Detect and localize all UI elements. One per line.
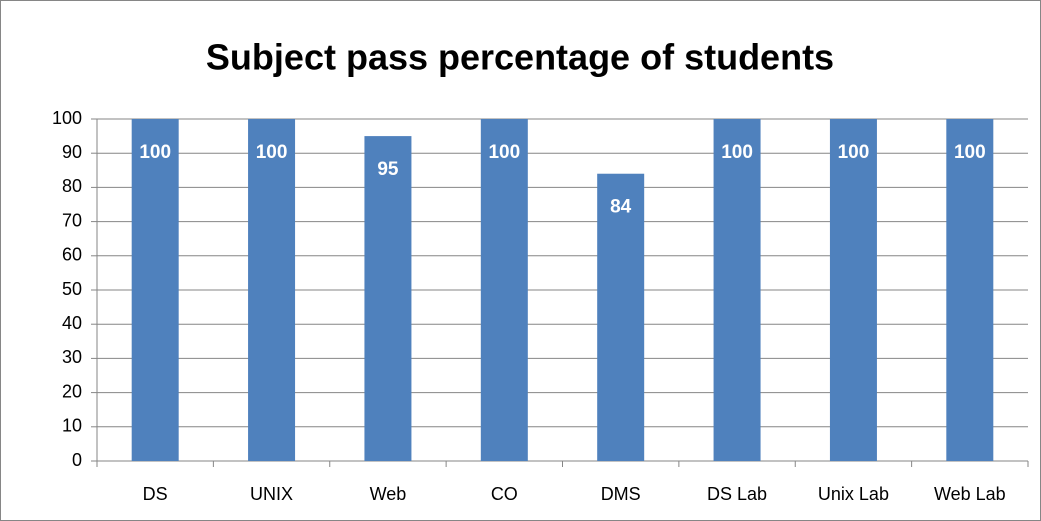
data-label: 84 — [610, 197, 632, 218]
x-tick-label: DMS — [601, 484, 641, 504]
x-tick-label: DS Lab — [707, 484, 767, 504]
data-label: 100 — [838, 142, 870, 163]
bar — [946, 119, 994, 461]
data-label: 100 — [256, 142, 288, 163]
bar — [248, 119, 296, 461]
chart-title: Subject pass percentage of students — [206, 37, 834, 78]
bar — [364, 136, 412, 461]
y-tick-label: 20 — [62, 381, 82, 401]
bar — [480, 119, 528, 461]
x-tick-label: DS — [143, 484, 168, 504]
y-tick-label: 60 — [62, 245, 82, 265]
y-tick-label: 30 — [62, 347, 82, 367]
y-tick-label: 100 — [52, 108, 82, 128]
bar — [131, 119, 179, 461]
x-tick-label: Web Lab — [934, 484, 1006, 504]
data-label: 100 — [139, 142, 171, 163]
y-tick-label: 0 — [72, 450, 82, 470]
y-tick-label: 50 — [62, 279, 82, 299]
y-tick-label: 90 — [62, 142, 82, 162]
bar — [829, 119, 877, 461]
bar — [597, 173, 645, 461]
y-tick-label: 70 — [62, 210, 82, 230]
x-tick-label: UNIX — [250, 484, 293, 504]
y-tick-label: 80 — [62, 176, 82, 196]
y-tick-label: 40 — [62, 313, 82, 333]
x-tick-label: CO — [491, 484, 518, 504]
data-label: 95 — [377, 159, 399, 180]
x-tick-label: Web — [370, 484, 407, 504]
bar — [713, 119, 761, 461]
x-tick-label: Unix Lab — [818, 484, 889, 504]
data-label: 100 — [721, 142, 753, 163]
data-label: 100 — [488, 142, 520, 163]
y-tick-label: 10 — [62, 416, 82, 436]
data-label: 100 — [954, 142, 986, 163]
